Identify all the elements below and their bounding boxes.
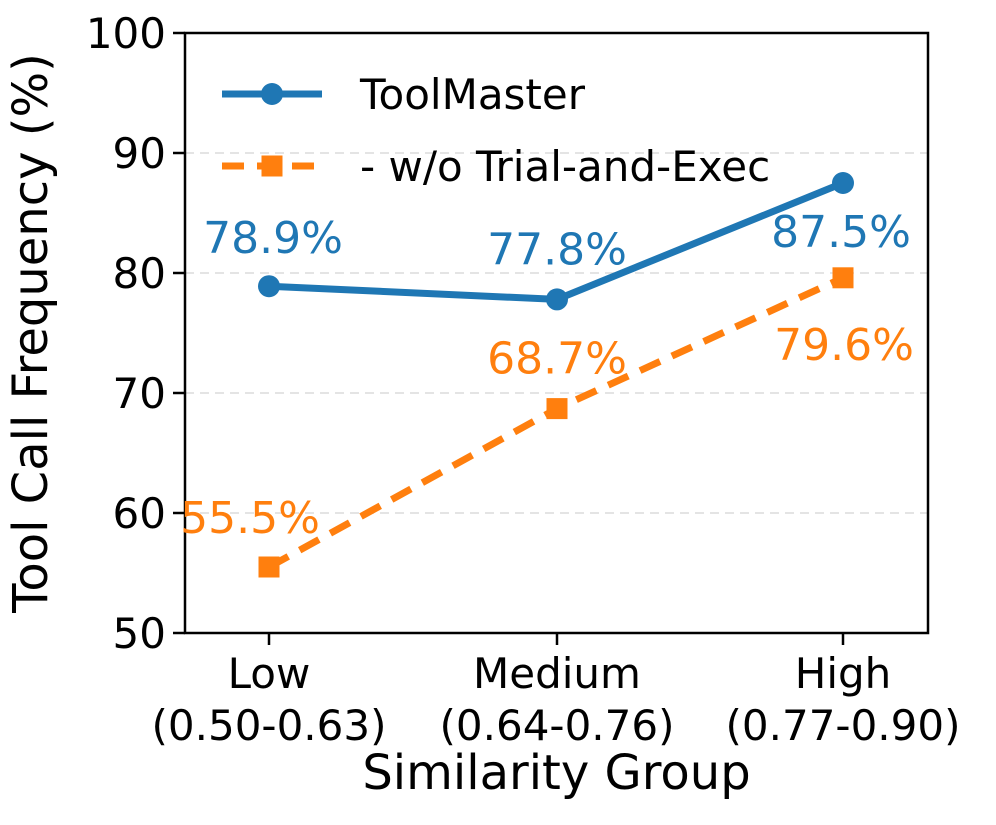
legend: ToolMaster - w/o Trial-and-Exec <box>222 70 770 191</box>
data-label-layer: 78.9% 77.8% 87.5% 55.5% 68.7% 79.6% <box>180 207 914 544</box>
legend-label: - w/o Trial-and-Exec <box>360 142 770 191</box>
data-point-w-o-trial-and-exec <box>258 556 280 578</box>
data-point-label-toolmaster: 77.8% <box>487 224 627 275</box>
data-point-w-o-trial-and-exec <box>832 267 854 289</box>
data-point-label-w-o-trial-and-exec: 79.6% <box>774 320 914 371</box>
y-tick-label: 60 <box>113 489 166 538</box>
data-point-toolmaster <box>546 288 568 311</box>
data-point-toolmaster <box>832 172 854 194</box>
x-axis-label: Similarity Group <box>362 745 750 801</box>
y-tick-label: 70 <box>113 369 166 418</box>
y-tick-label: 100 <box>86 9 166 58</box>
data-point-label-toolmaster: 87.5% <box>771 207 911 258</box>
legend-label: ToolMaster <box>359 70 586 119</box>
series-line-w-o-trial-and-exec <box>267 274 845 571</box>
x-tick-label-medium: Medium <box>473 649 641 698</box>
data-point-label-w-o-trial-and-exec: 68.7% <box>487 334 627 385</box>
grid-layer <box>185 152 928 514</box>
axes-layer: 50 60 70 80 90 100 Low(0.50-0.63) Medium(0.64-0… <box>3 9 960 801</box>
legend-item-toolmaster: ToolMaster <box>222 70 586 119</box>
data-point-w-o-trial-and-exec <box>546 398 568 420</box>
legend-item-w-o-trial-and-exec: - w/o Trial-and-Exec <box>222 142 770 191</box>
data-point-label-w-o-trial-and-exec: 55.5% <box>180 493 320 544</box>
legend-marker-square-icon <box>261 155 283 177</box>
series-layer <box>258 172 854 578</box>
x-tick-range-high: (0.77-0.90) <box>726 701 961 750</box>
y-tick-label: 80 <box>113 249 166 298</box>
x-tick-label-low: Low <box>228 649 311 698</box>
y-axis-label: Tool Call Frequency (%) <box>3 53 59 614</box>
data-point-label-toolmaster: 78.9% <box>203 213 343 264</box>
data-point-toolmaster <box>258 275 280 298</box>
y-tick-label: 90 <box>113 129 166 178</box>
x-tick-range-medium: (0.64-0.76) <box>440 701 675 750</box>
x-tick-label-high: High <box>795 649 892 698</box>
x-tick-range-low: (0.50-0.63) <box>152 701 387 750</box>
legend-marker-circle-icon <box>261 83 283 105</box>
y-tick-label: 50 <box>113 609 166 658</box>
